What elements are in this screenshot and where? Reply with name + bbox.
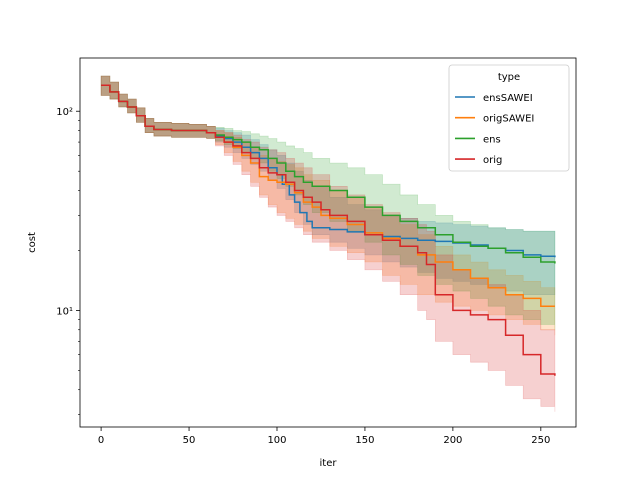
y-axis-ticks: 10¹ 10²: [56, 107, 80, 415]
plot-frame: [79, 57, 577, 428]
band-origSAWEI: [100, 75, 556, 336]
series-lines: [101, 84, 556, 376]
x-axis-label: iter: [320, 458, 338, 469]
confidence-bands: [100, 75, 556, 412]
legend-title: type: [498, 72, 520, 83]
x-tick-label: 100: [267, 435, 286, 446]
x-tick-label: 50: [183, 435, 196, 446]
line-orig: [101, 84, 556, 376]
x-tick-label: 200: [443, 435, 462, 446]
y-tick-label: 10¹: [56, 306, 73, 317]
x-tick-label: 250: [531, 435, 550, 446]
y-tick-label: 10²: [56, 107, 73, 118]
legend-box: [448, 64, 570, 172]
legend: type ensSAWEI origSAWEI ens orig: [448, 64, 570, 172]
legend-label-ensSAWEI: ensSAWEI: [483, 93, 533, 104]
y-axis-label: cost: [27, 232, 38, 253]
legend-label-origSAWEI: origSAWEI: [483, 114, 534, 125]
legend-label-ens: ens: [483, 134, 501, 145]
x-tick-label: 150: [355, 435, 374, 446]
x-tick-label: 0: [98, 435, 104, 446]
legend-label-orig: orig: [483, 155, 502, 166]
x-axis-ticks: 0 50 100 150 200 250: [98, 427, 550, 446]
